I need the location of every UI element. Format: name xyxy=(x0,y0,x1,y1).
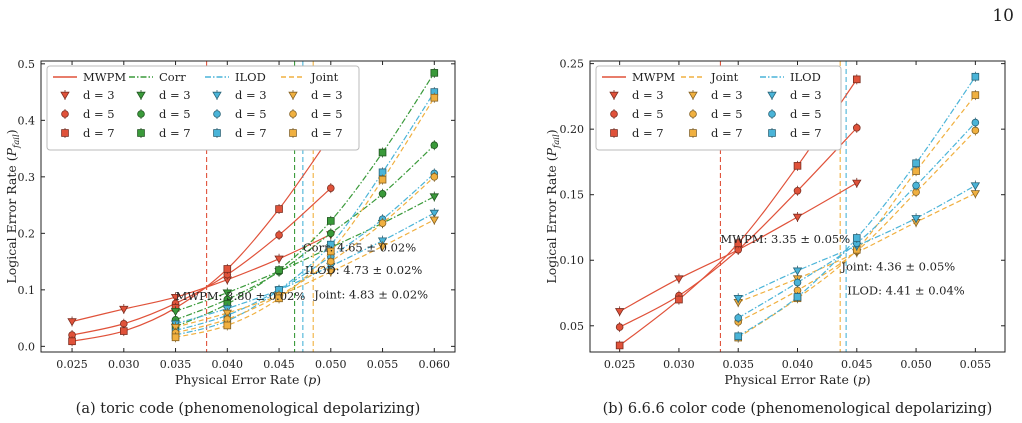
data-point xyxy=(326,268,336,277)
data-point xyxy=(430,69,439,77)
data-point xyxy=(119,305,129,314)
data-point xyxy=(429,216,439,225)
data-point xyxy=(275,231,283,239)
data-point xyxy=(223,321,232,330)
y-tick-label: 0.0 xyxy=(18,340,36,353)
series-line xyxy=(175,91,435,336)
x-tick-label: 0.025 xyxy=(56,358,88,371)
legend-label: d = 3 xyxy=(159,88,191,102)
data-point xyxy=(68,337,76,346)
series-line xyxy=(175,219,435,328)
legend-header: Joint xyxy=(310,70,339,84)
legend-marker xyxy=(61,110,69,118)
legend-label: d = 5 xyxy=(83,107,115,121)
x-tick-label: 0.040 xyxy=(212,358,244,371)
legend-header: Corr xyxy=(159,70,186,84)
legend-label: d = 5 xyxy=(311,107,343,121)
data-point xyxy=(430,141,439,149)
legend-label: d = 7 xyxy=(159,126,191,140)
data-point xyxy=(120,327,128,335)
data-point xyxy=(222,289,232,298)
data-point xyxy=(326,217,335,225)
legend-label: d = 3 xyxy=(235,88,267,102)
data-point xyxy=(326,257,335,266)
x-tick-label: 0.060 xyxy=(419,358,451,371)
legend-marker xyxy=(60,91,70,100)
legend-label: d = 7 xyxy=(83,126,115,140)
y-tick-label: 0.5 xyxy=(18,58,36,71)
series-line xyxy=(175,97,435,338)
data-point xyxy=(326,229,335,238)
legend-label: d = 3 xyxy=(311,88,343,102)
legend-marker xyxy=(61,129,69,137)
threshold-label: ILOD: 4.73 ± 0.02% xyxy=(305,263,423,277)
threshold-label: Corr: 4.65 ± 0.02% xyxy=(303,240,416,254)
y-tick-label: 0.3 xyxy=(18,171,36,184)
legend-marker xyxy=(137,129,145,137)
legend-header: MWPM xyxy=(83,70,126,84)
x-tick-label: 0.045 xyxy=(263,358,295,371)
data-point xyxy=(170,323,181,332)
data-point xyxy=(326,247,335,256)
data-point xyxy=(429,209,439,218)
legend-label: d = 7 xyxy=(235,126,267,140)
axes-frame xyxy=(40,60,456,353)
legend-marker xyxy=(289,110,297,118)
legend-marker xyxy=(213,110,221,118)
data-point xyxy=(222,309,232,318)
data-point xyxy=(275,205,283,213)
series-line xyxy=(175,196,435,312)
threshold-label: Joint: 4.83 ± 0.02% xyxy=(313,287,428,301)
series-line xyxy=(175,176,435,334)
x-tick-label: 0.035 xyxy=(160,358,192,371)
data-point xyxy=(430,173,439,181)
data-point xyxy=(378,148,387,157)
legend-box xyxy=(46,65,360,151)
legend-marker xyxy=(289,129,297,137)
x-axis-label: Physical Error Rate (p) xyxy=(175,372,321,387)
data-point xyxy=(170,308,181,317)
legend-marker xyxy=(288,91,298,100)
series-line xyxy=(71,233,332,323)
legend: MWPM d = 3 d = 5 d = 7 Corr d = 3 d = 5 d = 7 IL… xyxy=(46,65,360,151)
data-point xyxy=(430,93,439,102)
legend-label: d = 5 xyxy=(159,107,191,121)
data-point xyxy=(170,293,181,302)
data-point xyxy=(67,318,77,327)
legend-marker xyxy=(213,129,221,137)
data-point xyxy=(377,237,388,246)
x-tick-label: 0.055 xyxy=(367,358,399,371)
data-point xyxy=(378,175,387,184)
data-point xyxy=(429,193,439,202)
figure-caption: (a) toric code (phenomenological depolar… xyxy=(76,401,421,417)
legend-label: d = 3 xyxy=(83,88,115,102)
legend-label: d = 7 xyxy=(311,126,343,140)
legend-marker xyxy=(212,91,222,100)
data-point xyxy=(171,333,180,342)
data-point xyxy=(275,266,283,274)
series-line xyxy=(71,187,332,336)
data-point xyxy=(275,294,283,303)
page-number: 10 xyxy=(992,6,1014,26)
data-point xyxy=(223,265,232,273)
legend-marker xyxy=(137,110,145,118)
legend-marker xyxy=(136,91,146,100)
data-point xyxy=(378,219,387,227)
legend-header: ILOD xyxy=(235,70,266,84)
threshold-label: MWPM: 3.80 ± 0.02% xyxy=(176,289,306,303)
y-tick-label: 0.2 xyxy=(18,227,36,240)
data-point xyxy=(326,184,335,192)
data-point xyxy=(274,255,284,264)
y-tick-label: 0.1 xyxy=(18,284,36,297)
legend-label: d = 5 xyxy=(235,107,267,121)
y-axis-label: Logical Error Rate (Pfail) xyxy=(4,129,22,283)
x-tick-label: 0.030 xyxy=(108,358,140,371)
data-point xyxy=(378,189,387,198)
data-point xyxy=(377,243,388,252)
y-tick-label: 0.4 xyxy=(18,114,36,127)
chart-area: 0.025 0.030 0.035 0.040 0.045 0.050 0.055 0.060… xyxy=(4,58,456,387)
x-tick-label: 0.050 xyxy=(315,358,347,371)
